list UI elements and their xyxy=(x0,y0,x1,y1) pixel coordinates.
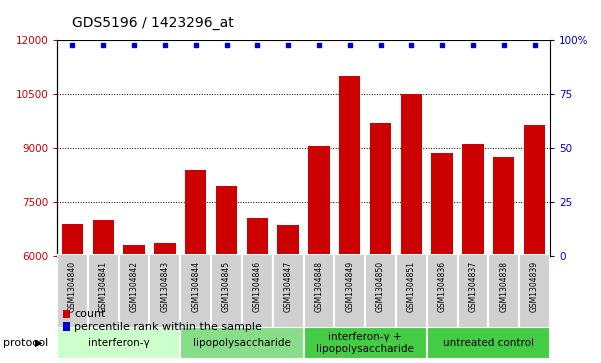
Text: percentile rank within the sample: percentile rank within the sample xyxy=(74,322,262,332)
Bar xyxy=(62,224,84,256)
Bar xyxy=(308,146,330,256)
Bar xyxy=(180,327,304,359)
Text: GSM1304850: GSM1304850 xyxy=(376,261,385,312)
Text: interferon-γ: interferon-γ xyxy=(88,338,150,348)
Text: GSM1304840: GSM1304840 xyxy=(68,261,77,312)
Text: GSM1304847: GSM1304847 xyxy=(284,261,293,312)
Bar xyxy=(396,254,427,339)
Bar xyxy=(273,254,304,339)
Bar xyxy=(93,220,114,256)
Text: GSM1304848: GSM1304848 xyxy=(314,261,323,312)
Text: interferon-γ +
lipopolysaccharide: interferon-γ + lipopolysaccharide xyxy=(316,332,414,354)
Text: lipopolysaccharide: lipopolysaccharide xyxy=(193,338,291,348)
Bar xyxy=(185,170,207,256)
Text: GSM1304846: GSM1304846 xyxy=(253,261,262,312)
Text: ▶: ▶ xyxy=(35,338,42,348)
Bar xyxy=(370,123,391,256)
Bar xyxy=(304,327,427,359)
Text: count: count xyxy=(74,309,105,319)
Bar xyxy=(334,254,365,339)
Text: GSM1304845: GSM1304845 xyxy=(222,261,231,312)
Text: GSM1304843: GSM1304843 xyxy=(160,261,169,312)
Bar xyxy=(277,225,299,256)
Bar xyxy=(523,125,545,256)
Bar xyxy=(489,254,519,339)
Bar xyxy=(457,254,489,339)
Bar xyxy=(427,327,550,359)
Bar xyxy=(493,157,514,256)
Text: GSM1304838: GSM1304838 xyxy=(499,261,508,312)
Bar xyxy=(57,254,88,339)
Text: GSM1304849: GSM1304849 xyxy=(345,261,354,312)
Bar xyxy=(246,218,268,256)
Text: protocol: protocol xyxy=(3,338,48,348)
Bar xyxy=(462,144,484,256)
Bar xyxy=(365,254,396,339)
Bar xyxy=(57,327,180,359)
Text: GSM1304841: GSM1304841 xyxy=(99,261,108,312)
Text: GSM1304842: GSM1304842 xyxy=(130,261,139,312)
Text: GSM1304836: GSM1304836 xyxy=(438,261,447,312)
Bar xyxy=(211,254,242,339)
Bar xyxy=(88,254,119,339)
Bar xyxy=(180,254,211,339)
Bar xyxy=(519,254,550,339)
Bar xyxy=(119,254,150,339)
Text: GSM1304844: GSM1304844 xyxy=(191,261,200,312)
Text: GSM1304839: GSM1304839 xyxy=(530,261,539,312)
Bar xyxy=(216,186,237,256)
Bar xyxy=(339,76,361,256)
Bar xyxy=(304,254,334,339)
Text: GDS5196 / 1423296_at: GDS5196 / 1423296_at xyxy=(72,16,234,30)
Bar xyxy=(154,243,175,256)
Bar xyxy=(150,254,180,339)
Bar xyxy=(432,153,453,256)
Bar xyxy=(400,94,422,256)
Bar xyxy=(123,245,145,256)
Text: untreated control: untreated control xyxy=(443,338,534,348)
Bar xyxy=(427,254,457,339)
Bar xyxy=(242,254,273,339)
Text: GSM1304851: GSM1304851 xyxy=(407,261,416,312)
Text: GSM1304837: GSM1304837 xyxy=(468,261,477,312)
